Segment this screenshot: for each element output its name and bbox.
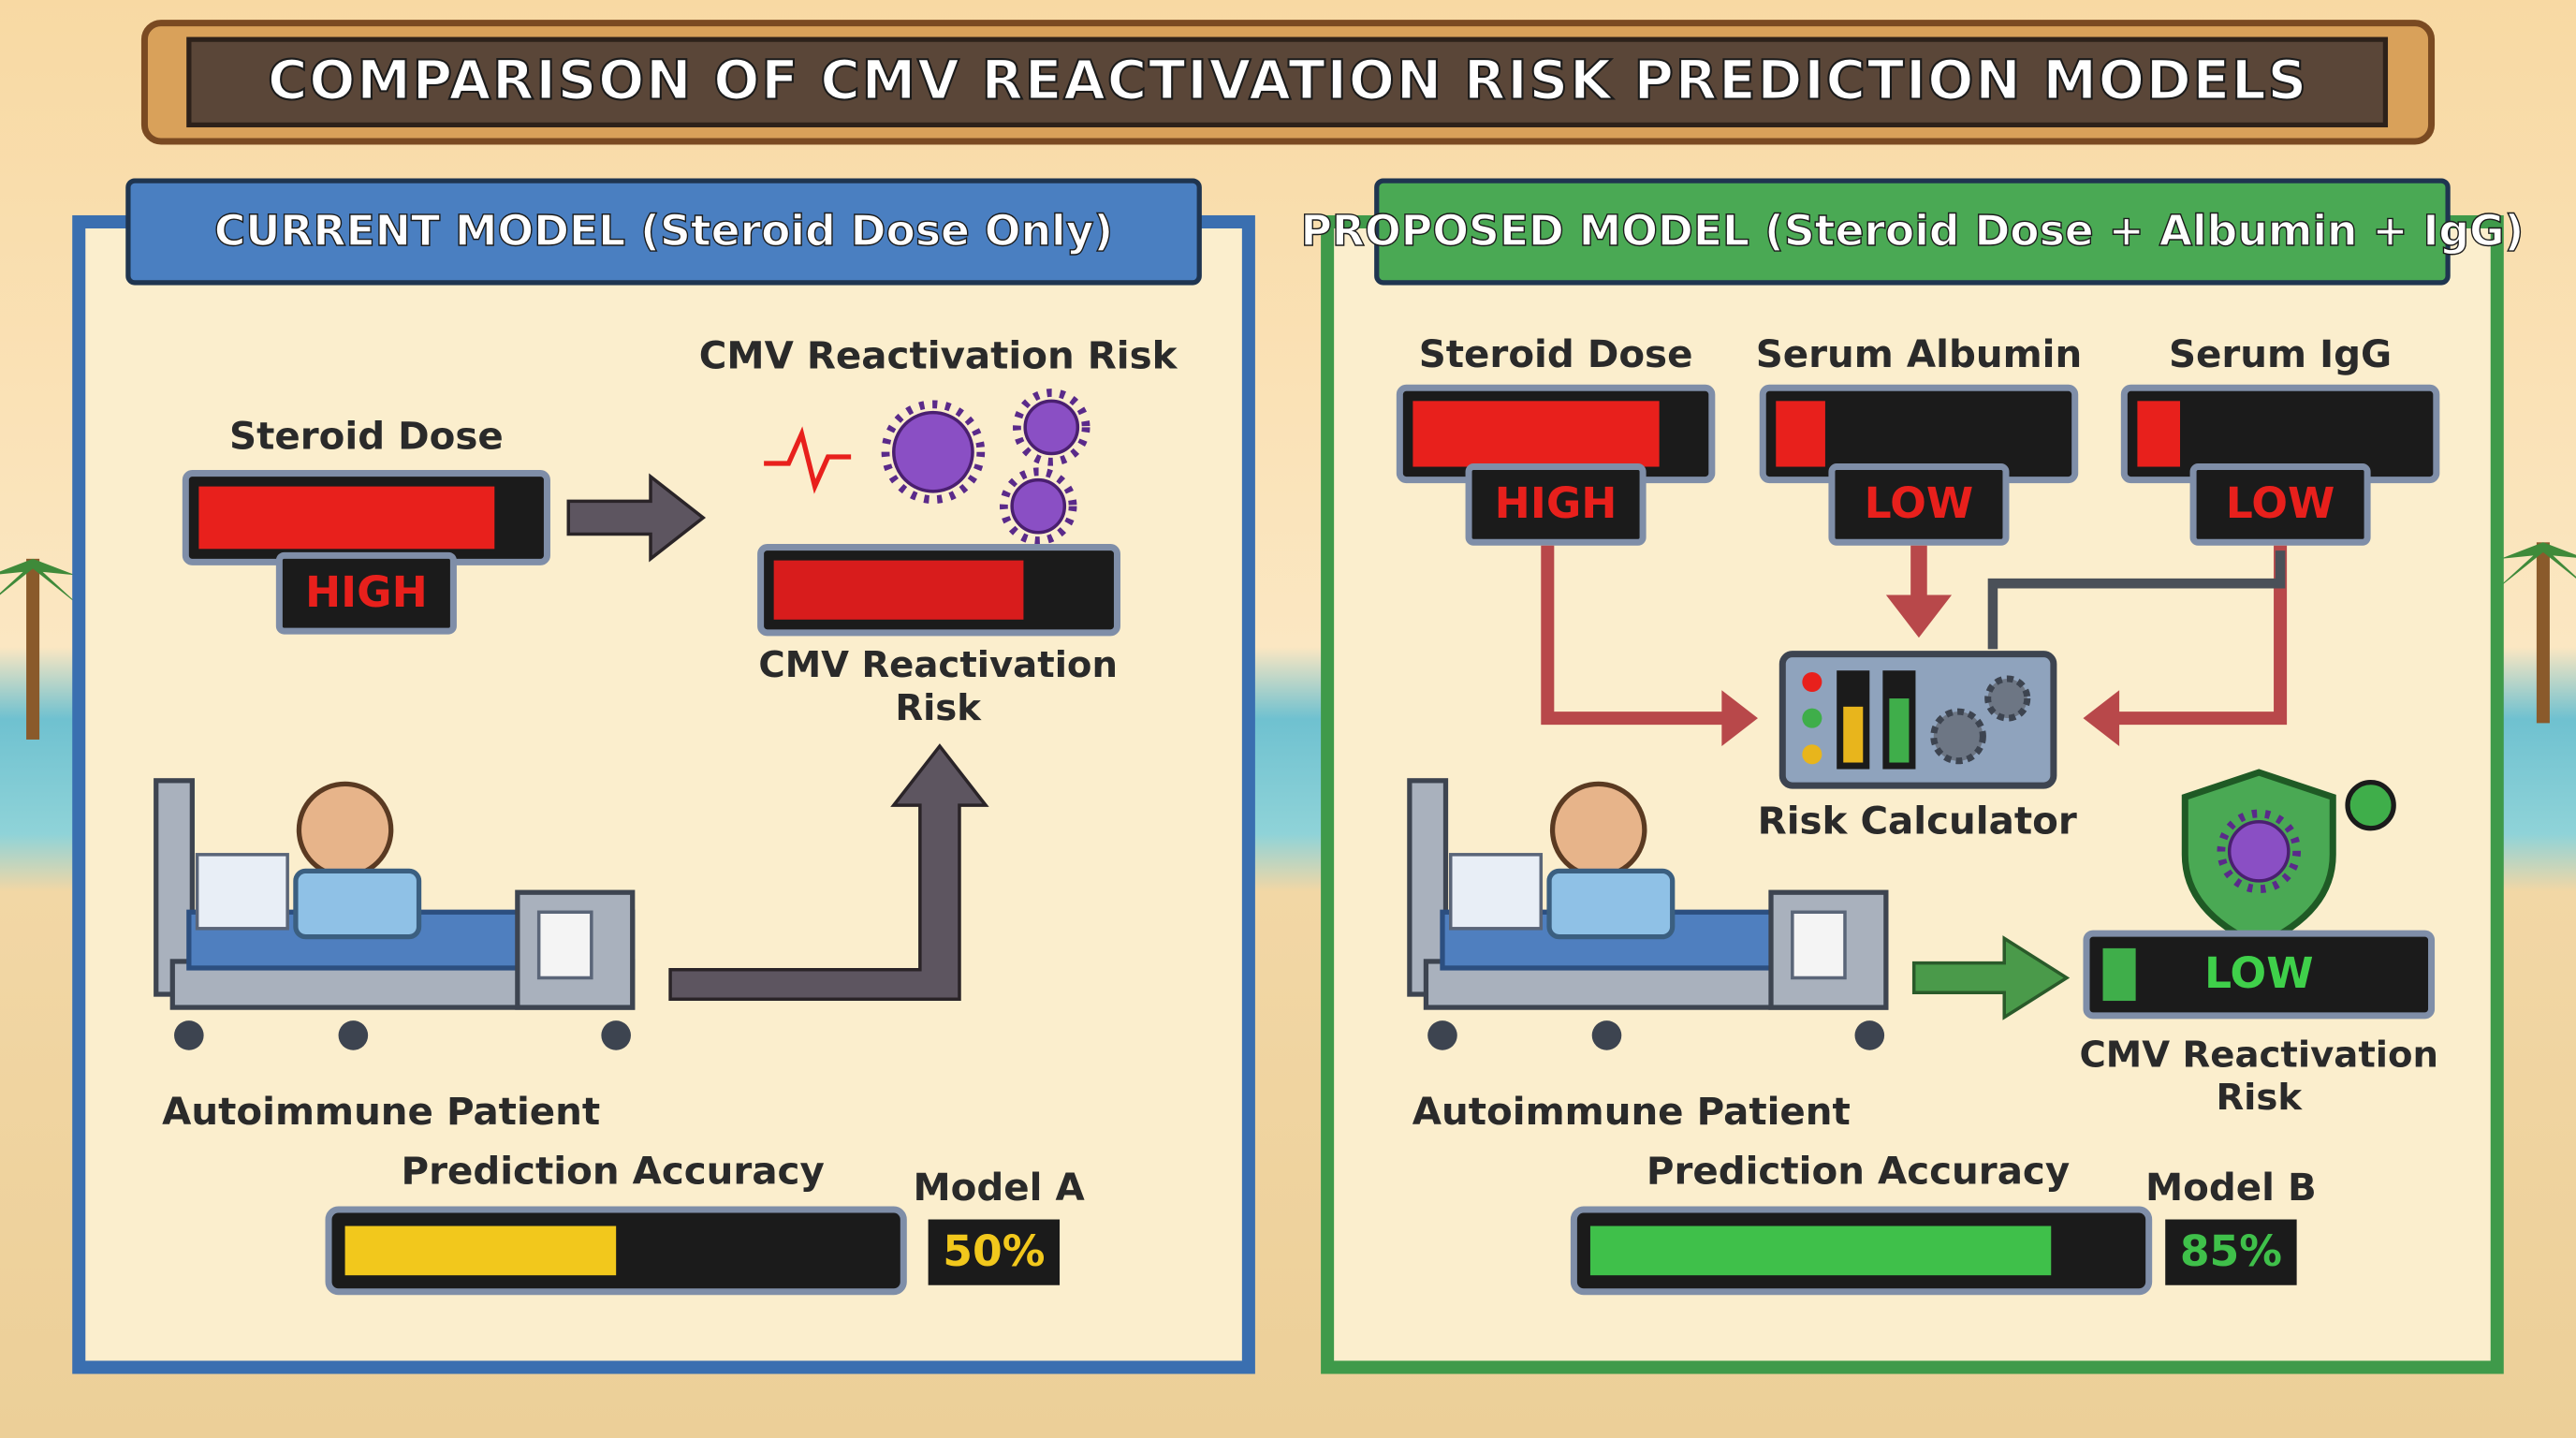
accuracy-label: Prediction Accuracy: [402, 1149, 825, 1193]
virus: [999, 467, 1077, 545]
patient-body: [293, 868, 422, 940]
block-icon: [2345, 779, 2396, 831]
risk-label-box: CMV Reactivation Risk: [758, 645, 1118, 730]
level-text: LOW: [1865, 478, 1974, 528]
level-box: [2189, 463, 2371, 546]
risk-label: CMV Reactivation Risk: [758, 645, 1118, 730]
input-label: Serum IgG: [2169, 332, 2392, 376]
bed-pillow: [1449, 853, 1544, 931]
panel-header-text: PROPOSED MODEL (Steroid Dose + Albumin +…: [1300, 206, 2524, 256]
panel-header-text: CURRENT MODEL (Steroid Dose Only): [214, 206, 1113, 256]
connector: [2115, 545, 2288, 726]
risk-output-frame: [2083, 930, 2436, 1020]
input-gauge-fill: [1776, 401, 1825, 467]
arrow-up: [668, 743, 989, 1002]
bed-chart: [536, 910, 593, 980]
palm-leaves: [2494, 542, 2576, 592]
virus: [2217, 809, 2302, 894]
patient-head: [296, 781, 394, 879]
connector: [1541, 545, 1725, 726]
bed-wheel: [1591, 1020, 1622, 1050]
bed-headboard: [1407, 778, 1449, 997]
risk-label: CMV Reactivation Risk: [2079, 1034, 2439, 1120]
virus: [2227, 819, 2291, 883]
bed-wheel: [174, 1020, 204, 1050]
level-text: HIGH: [1495, 478, 1617, 528]
bed-wheel: [1427, 1020, 1457, 1050]
calc-gear: [1984, 675, 2031, 722]
accuracy-value: 50%: [943, 1226, 1045, 1276]
calc-light: [1802, 671, 1822, 693]
virus: [1013, 389, 1090, 466]
level-text: LOW: [2226, 478, 2335, 528]
palm-trunk: [26, 558, 40, 740]
arrow-head: [1721, 690, 1758, 746]
accuracy-fill: [344, 1225, 617, 1276]
model-label: Model A: [913, 1166, 1085, 1210]
patient-head: [1549, 781, 1647, 879]
risk-gauge-fill: [773, 560, 1024, 620]
arrow: [566, 473, 707, 563]
accuracy-label: Prediction Accuracy: [1647, 1149, 2070, 1193]
risk-output-fill: [2102, 947, 2136, 1002]
arrow-head: [1885, 594, 1953, 638]
risk-label-box: CMV Reactivation Risk: [2079, 1034, 2439, 1120]
input-gauge-fill: [1412, 401, 1660, 467]
virus: [881, 400, 986, 505]
bed-chart: [1791, 910, 1847, 980]
title-plate: [186, 37, 2389, 128]
calc-light: [1802, 744, 1822, 765]
calculator-label: Risk Calculator: [1758, 799, 2077, 843]
panel-header: [125, 178, 1202, 286]
connector: [1987, 550, 2286, 650]
risk-level: LOW: [2204, 948, 2314, 998]
risk-title: CMV Reactivation Risk: [699, 334, 1178, 378]
arrow-head: [2083, 690, 2120, 746]
virus: [1023, 399, 1080, 456]
bed-wheel: [1854, 1020, 1885, 1050]
input-gauge-fill: [2137, 401, 2181, 467]
patient-label: Autoimmune Patient: [1412, 1090, 1851, 1134]
calc-gear: [1930, 708, 1986, 765]
bed-wheel: [601, 1020, 631, 1050]
calc-light: [1802, 708, 1822, 728]
panel-header: [1374, 178, 2451, 286]
arrow: [1911, 935, 2071, 1020]
model-label: Model B: [2145, 1166, 2317, 1210]
virus: [1010, 477, 1067, 535]
virus: [892, 410, 974, 493]
bed-wheel: [338, 1020, 369, 1050]
patient-body: [1546, 868, 1676, 940]
input-label: Steroid Dose: [1419, 332, 1693, 376]
title: COMPARISON OF CMV REACTIVATION RISK PRED…: [268, 49, 2308, 112]
level-box: [1465, 463, 1647, 546]
bed-headboard: [154, 778, 195, 997]
accuracy-fill: [1589, 1225, 2052, 1276]
accuracy-value: 85%: [2180, 1226, 2282, 1276]
palm-trunk: [2536, 542, 2550, 724]
accuracy-value-box: [2165, 1219, 2297, 1285]
alert-line: [764, 426, 852, 494]
level-text: HIGH: [305, 567, 428, 617]
input-gauge-fill: [198, 486, 495, 550]
level-box: [1828, 463, 2010, 546]
level-box: [275, 551, 457, 635]
input-label: Steroid Dose: [229, 415, 504, 459]
input-label: Serum Albumin: [1756, 332, 2082, 376]
patient-label: Autoimmune Patient: [162, 1090, 600, 1134]
palm-leaves: [0, 558, 82, 609]
calc-meter-fill: [1843, 706, 1864, 763]
bed-pillow: [195, 853, 289, 931]
accuracy-value-box: [928, 1219, 1061, 1285]
calc-meter-fill: [1889, 698, 1910, 763]
